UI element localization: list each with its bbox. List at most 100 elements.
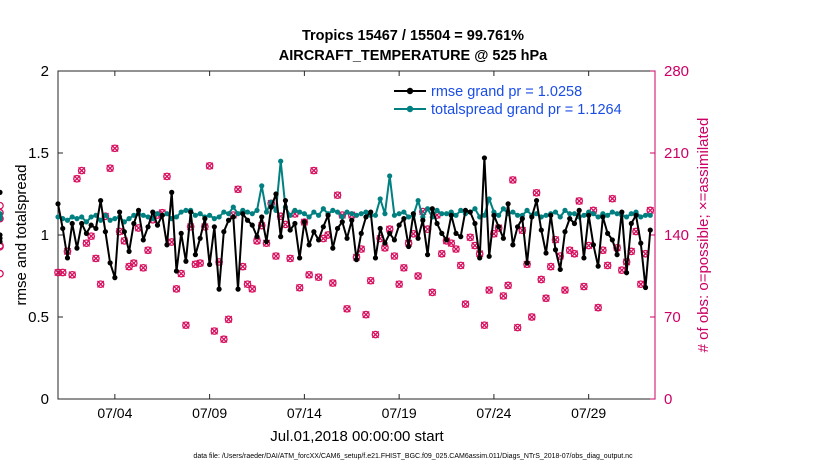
totalspread-point xyxy=(552,209,559,215)
rmse-point xyxy=(202,216,208,222)
rmse-point xyxy=(334,225,341,232)
rmse-point xyxy=(628,220,634,227)
obs-assimilated-marker xyxy=(182,321,190,329)
totalspread-point xyxy=(372,212,379,218)
obs-possible-marker xyxy=(111,144,119,153)
rmse-point xyxy=(60,225,66,232)
obs-assimilated-marker xyxy=(528,313,536,321)
obs-assimilated-marker xyxy=(73,175,81,183)
obs-assimilated-marker xyxy=(130,259,138,267)
obs-possible-marker xyxy=(219,335,228,344)
obs-assimilated-marker xyxy=(253,237,261,245)
rmse-point xyxy=(297,255,303,261)
obs-possible-marker xyxy=(243,280,252,289)
rmse-point xyxy=(453,230,459,236)
obs-possible-marker xyxy=(177,269,186,278)
totalspread-point xyxy=(510,209,516,215)
rmse-point xyxy=(576,207,582,213)
rmse-point xyxy=(164,242,170,248)
totalspread-point xyxy=(623,214,630,220)
obs-point xyxy=(532,188,541,197)
obs-point xyxy=(0,215,4,223)
rmse-point xyxy=(150,209,156,215)
obs-assimilated-marker xyxy=(177,269,185,278)
obs-possible-marker xyxy=(87,232,96,241)
rmse-point xyxy=(533,197,540,204)
obs-possible-marker xyxy=(542,294,550,303)
obs-possible-marker xyxy=(333,191,342,200)
x-tick-label: 07/14 xyxy=(287,405,322,421)
rmse-point xyxy=(207,261,213,268)
obs-possible-marker xyxy=(196,259,204,267)
totalspread-point xyxy=(514,212,521,218)
rmse-point xyxy=(481,155,488,161)
obs-point xyxy=(82,239,91,248)
rmse-point xyxy=(225,217,232,223)
obs-point xyxy=(328,279,337,287)
obs-point xyxy=(286,254,295,263)
obs-possible-marker xyxy=(480,321,489,330)
rmse-point xyxy=(315,237,322,243)
obs-point xyxy=(570,249,579,258)
rmse-point xyxy=(406,243,412,250)
rmse-point xyxy=(159,212,165,218)
obs-assimilated-marker xyxy=(96,280,105,288)
rmse-point xyxy=(235,286,241,292)
obs-assimilated-marker xyxy=(509,176,517,184)
obs-point xyxy=(205,162,214,170)
totalspread-point xyxy=(496,212,502,218)
x-axis-label: Jul.01,2018 00:00:00 start xyxy=(270,428,444,445)
obs-assimilated-marker xyxy=(82,239,91,247)
obs-point xyxy=(68,270,77,279)
rmse-point xyxy=(491,212,497,218)
obs-assimilated-marker xyxy=(542,294,550,302)
obs-possible-marker xyxy=(362,310,370,319)
totalspread-point xyxy=(79,214,85,220)
obs-possible-marker xyxy=(366,276,375,285)
rmse-point xyxy=(197,235,203,241)
obs-point xyxy=(504,281,512,290)
obs-point xyxy=(0,203,4,210)
obs-point xyxy=(414,272,422,280)
obs-assimilated-marker xyxy=(333,191,342,199)
rmse-point xyxy=(372,255,379,261)
rmse-point xyxy=(595,263,601,269)
rmse-point xyxy=(600,214,606,220)
obs-assimilated-marker xyxy=(452,245,460,253)
obs-assimilated-marker xyxy=(438,250,446,258)
rmse-point xyxy=(415,235,421,241)
rmse-point xyxy=(83,230,90,236)
rmse-point xyxy=(74,245,80,251)
x-tick-label: 07/04 xyxy=(97,405,132,421)
obs-assimilated-marker xyxy=(329,279,337,287)
totalspread-point xyxy=(562,207,568,213)
obs-assimilated-marker xyxy=(532,189,541,197)
obs-possible-marker xyxy=(546,262,555,271)
obs-possible-marker xyxy=(513,323,522,332)
obs-point xyxy=(461,300,470,308)
rmse-point xyxy=(519,216,525,222)
rmse-point xyxy=(638,240,644,246)
obs-assimilated-marker xyxy=(390,252,399,260)
obs-point xyxy=(87,232,96,241)
x-axis: 07/04 07/09 07/14 07/19 07/24 07/29 xyxy=(97,71,606,421)
rmse-point xyxy=(306,242,312,248)
totalspread-point xyxy=(183,207,189,213)
obs-assimilated-marker xyxy=(428,288,436,297)
obs-assimilated-marker xyxy=(499,292,508,300)
rmse-point xyxy=(311,229,317,235)
totalspread-point xyxy=(557,214,563,220)
rmse-point xyxy=(401,216,407,222)
totalspread-point xyxy=(98,217,104,223)
obs-point xyxy=(390,252,399,260)
obs-point xyxy=(219,335,228,344)
right-y-axis: 0 70 140 210 280 xyxy=(650,63,689,408)
obs-assimilated-marker xyxy=(480,321,489,329)
obs-point xyxy=(400,263,408,272)
totalspread-point xyxy=(225,211,232,217)
obs-point xyxy=(575,197,584,205)
obs-point xyxy=(456,261,465,270)
rmse-point xyxy=(387,230,393,236)
obs-point xyxy=(163,172,171,181)
obs-assimilated-marker xyxy=(485,286,493,294)
